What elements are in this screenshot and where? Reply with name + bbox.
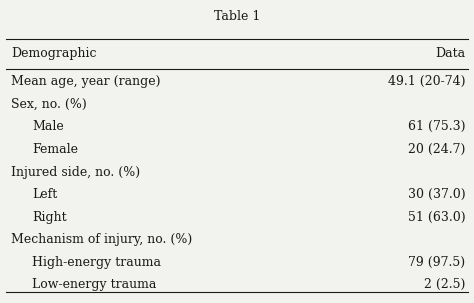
Text: Demographic: Demographic bbox=[11, 48, 96, 60]
Text: 61 (75.3): 61 (75.3) bbox=[408, 120, 465, 133]
Text: 20 (24.7): 20 (24.7) bbox=[408, 143, 465, 156]
Text: Right: Right bbox=[32, 211, 67, 224]
Text: Left: Left bbox=[32, 188, 57, 201]
Text: Data: Data bbox=[436, 48, 465, 60]
Text: Female: Female bbox=[32, 143, 78, 156]
Text: 30 (37.0): 30 (37.0) bbox=[408, 188, 465, 201]
Text: Sex, no. (%): Sex, no. (%) bbox=[11, 98, 87, 111]
Text: High-energy trauma: High-energy trauma bbox=[32, 256, 161, 269]
Text: Injured side, no. (%): Injured side, no. (%) bbox=[11, 165, 140, 178]
Text: Table 1: Table 1 bbox=[214, 10, 260, 23]
Text: 79 (97.5): 79 (97.5) bbox=[409, 256, 465, 269]
Text: 49.1 (20-74): 49.1 (20-74) bbox=[388, 75, 465, 88]
Text: Low-energy trauma: Low-energy trauma bbox=[32, 278, 156, 291]
Text: 51 (63.0): 51 (63.0) bbox=[408, 211, 465, 224]
Text: Mechanism of injury, no. (%): Mechanism of injury, no. (%) bbox=[11, 233, 192, 246]
Text: Male: Male bbox=[32, 120, 64, 133]
Text: 2 (2.5): 2 (2.5) bbox=[424, 278, 465, 291]
Text: Mean age, year (range): Mean age, year (range) bbox=[11, 75, 160, 88]
